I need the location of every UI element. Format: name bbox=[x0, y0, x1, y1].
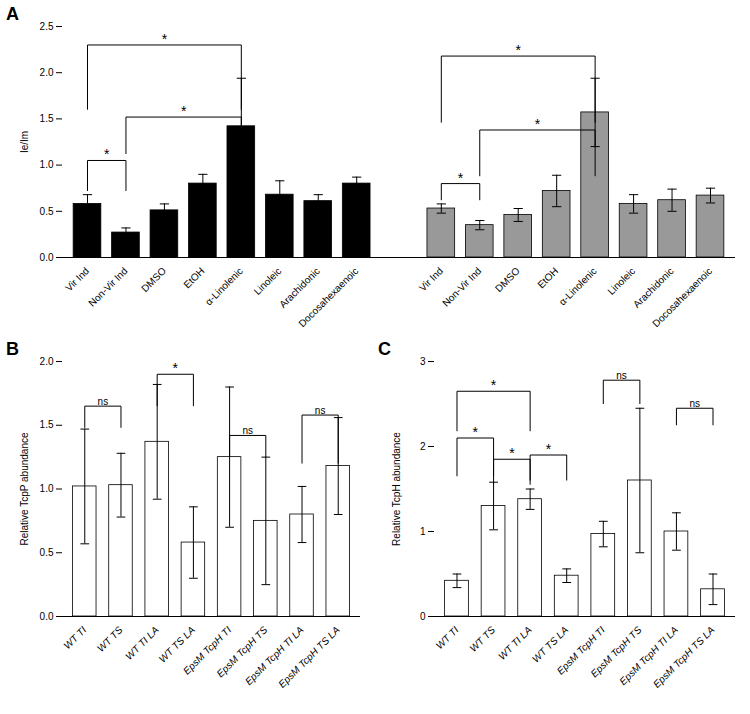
svg-text:ns: ns bbox=[242, 425, 253, 436]
svg-text:0.0: 0.0 bbox=[40, 611, 54, 622]
svg-text:α-Linolenic: α-Linolenic bbox=[557, 265, 599, 307]
html-text:A: A bbox=[6, 4, 19, 24]
svg-text:EpsM TcpH TI: EpsM TcpH TI bbox=[181, 624, 234, 677]
svg-text:*: * bbox=[546, 441, 552, 457]
svg-text:0: 0 bbox=[420, 611, 426, 622]
svg-text:WT TS LA: WT TS LA bbox=[156, 624, 198, 665]
svg-text:ns: ns bbox=[689, 398, 700, 409]
svg-text:α-Linolenic: α-Linolenic bbox=[203, 265, 245, 307]
svg-text:EpsM TcpH TI: EpsM TcpH TI bbox=[554, 624, 607, 677]
svg-text:ns: ns bbox=[98, 396, 109, 407]
svg-text:*: * bbox=[473, 424, 479, 440]
svg-text:1.0: 1.0 bbox=[40, 483, 54, 494]
svg-text:1.5: 1.5 bbox=[40, 113, 54, 124]
svg-text:*: * bbox=[509, 445, 515, 461]
svg-text:WT TI: WT TI bbox=[61, 624, 88, 651]
svg-text:DMSO: DMSO bbox=[139, 265, 168, 294]
svg-text:DMSO: DMSO bbox=[493, 265, 522, 294]
svg-text:Non-Vir Ind: Non-Vir Ind bbox=[86, 265, 129, 308]
svg-text:WT TS LA: WT TS LA bbox=[530, 624, 571, 665]
svg-text:EpsM TcpH TS: EpsM TcpH TS bbox=[214, 624, 270, 680]
svg-text:EpsM TcpH TI LA: EpsM TcpH TI LA bbox=[243, 624, 306, 687]
svg-text:Linoleic: Linoleic bbox=[252, 265, 284, 297]
html-text:C: C bbox=[378, 339, 391, 359]
svg-text:*: * bbox=[181, 103, 187, 119]
svg-text:WT TI: WT TI bbox=[434, 624, 461, 651]
svg-text:0.5: 0.5 bbox=[40, 206, 54, 217]
svg-text:Linoleic: Linoleic bbox=[606, 265, 638, 297]
svg-text:Relative TcpH abundance: Relative TcpH abundance bbox=[391, 432, 402, 546]
svg-text:*: * bbox=[535, 116, 541, 132]
svg-text:*: * bbox=[515, 42, 521, 58]
svg-text:2.0: 2.0 bbox=[40, 356, 54, 367]
svg-text:Relative TcpP abundance: Relative TcpP abundance bbox=[19, 432, 30, 545]
svg-text:WT TI LA: WT TI LA bbox=[496, 624, 534, 662]
svg-text:Docosahexaenoic: Docosahexaenoic bbox=[650, 265, 714, 329]
svg-text:3: 3 bbox=[420, 356, 426, 367]
svg-text:EpsM TcpH TS LA: EpsM TcpH TS LA bbox=[276, 624, 342, 690]
svg-text:EpsM TcpH TI LA: EpsM TcpH TI LA bbox=[617, 624, 681, 688]
svg-text:1.5: 1.5 bbox=[40, 419, 54, 430]
svg-text:EtOH: EtOH bbox=[535, 265, 560, 290]
svg-text:WT TS: WT TS bbox=[95, 624, 125, 654]
svg-text:Arachidonic: Arachidonic bbox=[631, 265, 676, 310]
svg-text:Vir Ind: Vir Ind bbox=[417, 265, 445, 293]
svg-text:0.5: 0.5 bbox=[40, 547, 54, 558]
svg-text:2.0: 2.0 bbox=[40, 67, 54, 78]
svg-text:*: * bbox=[491, 377, 497, 393]
svg-text:1.0: 1.0 bbox=[40, 159, 54, 170]
svg-text:2: 2 bbox=[420, 441, 426, 452]
svg-text:*: * bbox=[162, 31, 168, 47]
svg-text:*: * bbox=[173, 360, 179, 376]
svg-text:1: 1 bbox=[420, 526, 426, 537]
svg-text:Vir Ind: Vir Ind bbox=[63, 265, 91, 293]
svg-text:*: * bbox=[104, 146, 110, 162]
svg-text:EtOH: EtOH bbox=[181, 265, 206, 290]
svg-text:WT TI LA: WT TI LA bbox=[123, 624, 161, 662]
svg-text:WT TS: WT TS bbox=[467, 624, 497, 654]
svg-text:0.0: 0.0 bbox=[40, 252, 54, 263]
svg-text:Non-Vir Ind: Non-Vir Ind bbox=[440, 265, 483, 308]
html-text:B: B bbox=[6, 339, 19, 359]
svg-text:EpsM TcpH TS LA: EpsM TcpH TS LA bbox=[651, 624, 717, 690]
svg-text:EpsM TcpH TS: EpsM TcpH TS bbox=[588, 624, 644, 680]
svg-text:Ie/Im: Ie/Im bbox=[19, 131, 30, 153]
svg-text:Docosahexaenoic: Docosahexaenoic bbox=[296, 265, 360, 329]
svg-text:ns: ns bbox=[315, 405, 326, 416]
svg-text:*: * bbox=[458, 170, 464, 186]
svg-text:ns: ns bbox=[616, 370, 627, 381]
svg-text:2.5: 2.5 bbox=[40, 21, 54, 32]
svg-text:Arachidonic: Arachidonic bbox=[277, 265, 322, 310]
